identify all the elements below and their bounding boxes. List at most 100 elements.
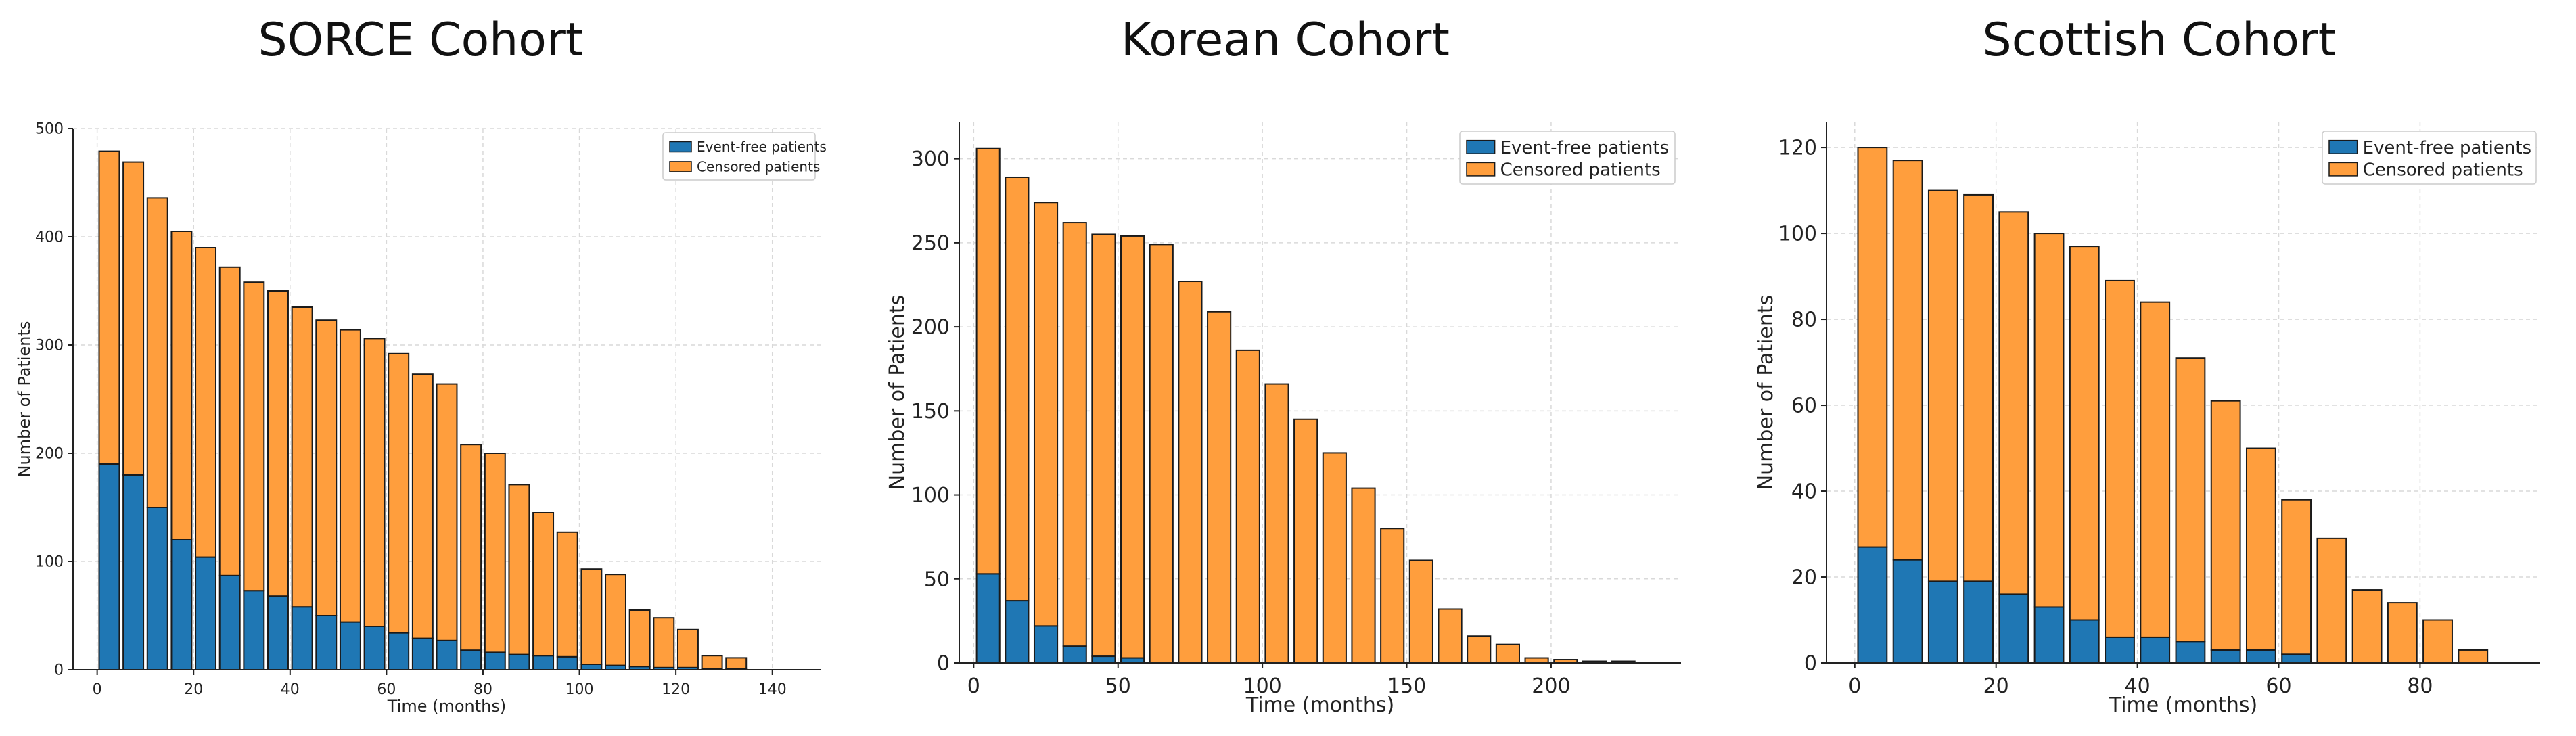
x-tick-label: 20: [1983, 674, 2009, 698]
bar-event-free: [2175, 641, 2206, 664]
bar-censored: [195, 247, 217, 558]
y-tick-label: 150: [911, 400, 950, 423]
y-tick-label: 200: [35, 446, 64, 463]
bar-censored: [628, 610, 651, 668]
x-tick-label: 200: [1532, 674, 1570, 698]
bar-event-free: [2069, 619, 2100, 664]
bar-censored: [2281, 499, 2312, 656]
bar-event-free: [1091, 656, 1116, 664]
bar-censored: [676, 628, 699, 668]
x-tick-label: 150: [1387, 674, 1426, 698]
bar-event-free: [243, 590, 265, 671]
bar-censored: [363, 338, 386, 627]
bar-censored: [1322, 452, 1347, 664]
legend-swatch-censored: [1466, 162, 1496, 177]
bar-event-free: [146, 507, 168, 670]
y-tick-label: 300: [35, 338, 64, 354]
bar-censored: [1149, 244, 1174, 664]
y-tick-label: 100: [1778, 223, 1817, 246]
x-tick-label: 0: [967, 674, 980, 698]
bar-censored: [1467, 635, 1492, 664]
bar-censored: [2175, 357, 2206, 643]
bar-censored: [1235, 349, 1260, 664]
bar-censored: [436, 383, 458, 641]
legend-label-censored: Censored patients: [2363, 160, 2523, 181]
x-tick-label: 20: [184, 681, 203, 698]
bar-censored: [1408, 559, 1433, 664]
x-tick-label: 120: [662, 681, 690, 698]
chart-panel-1: SORCE Cohort 0 20 40 60 80 100 120 140 0 100 200 300…: [15, 14, 827, 716]
y-tick-label: 400: [35, 229, 64, 246]
bar-censored: [580, 568, 603, 666]
bar-censored: [122, 161, 145, 476]
bar-event-free: [532, 655, 555, 671]
x-tick-label: 0: [93, 681, 102, 698]
bar-censored: [605, 574, 626, 666]
legend-label-event-free: Event-free patients: [697, 139, 827, 155]
bar-censored: [508, 484, 530, 656]
bar-censored: [2422, 619, 2453, 664]
legend-swatch-event-free: [669, 141, 692, 153]
bar-censored: [1963, 193, 1994, 582]
bar-censored: [2387, 602, 2418, 664]
bar-event-free: [1062, 645, 1087, 664]
bar-censored: [1264, 383, 1289, 664]
bar-event-free: [1998, 593, 2029, 664]
bar-censored: [556, 531, 578, 658]
bar-censored: [1062, 222, 1087, 647]
y-tick-label: 20: [1791, 566, 1817, 590]
y-tick-label: 100: [911, 484, 950, 507]
legend-box: [1459, 131, 1676, 185]
bar-censored: [2033, 233, 2065, 608]
bar-censored: [1438, 608, 1463, 664]
bar-censored: [2245, 447, 2276, 651]
legend-swatch-censored: [2328, 162, 2358, 177]
x-tick-label: 50: [1105, 674, 1131, 698]
bar-censored: [1495, 643, 1520, 664]
y-tick-label: 300: [911, 147, 950, 171]
bar-event-free: [1927, 580, 1958, 664]
x-tick-label: 100: [1243, 674, 1282, 698]
x-tick-label: 80: [2407, 674, 2433, 698]
bar-censored: [339, 329, 361, 623]
bar-event-free: [2281, 653, 2312, 664]
bar-censored: [218, 266, 241, 576]
x-tick-label: 100: [566, 681, 594, 698]
bar-censored: [291, 306, 313, 608]
bar-censored: [1380, 528, 1405, 664]
legend-swatch-censored: [669, 161, 692, 172]
bar-event-free: [1033, 625, 1059, 664]
bar-event-free: [2210, 649, 2241, 664]
bar-censored: [1857, 147, 1888, 548]
bar-censored: [725, 657, 748, 670]
bar-censored: [267, 290, 289, 597]
x-tick-label: 40: [281, 681, 300, 698]
bar-event-free: [1857, 546, 1888, 664]
bar-event-free: [411, 637, 434, 670]
y-tick-label: 50: [924, 568, 950, 591]
bar-censored: [1524, 657, 1549, 664]
bar-censored: [146, 197, 168, 508]
y-axis-label: Number of Patients: [15, 321, 34, 478]
bar-censored: [1927, 189, 1958, 582]
y-tick-label: 60: [1791, 394, 1817, 418]
bar-censored: [1178, 281, 1203, 664]
bar-censored: [170, 231, 193, 540]
bar-censored: [98, 150, 120, 465]
bar-censored: [532, 512, 555, 657]
x-axis-label: Time (months): [2109, 693, 2257, 717]
legend-box: [662, 132, 816, 181]
legend-label-censored: Censored patients: [697, 159, 820, 175]
bar-censored: [2104, 279, 2135, 638]
bar-event-free: [2033, 606, 2065, 664]
bar-event-free: [1120, 657, 1145, 664]
x-tick-label: 80: [474, 681, 492, 698]
bar-event-free: [2245, 649, 2276, 664]
y-axis-label: Number of Patients: [1754, 295, 1778, 490]
bar-censored: [1091, 233, 1116, 658]
bar-event-free: [363, 626, 386, 670]
chart-panel-3: Scottish Cohort 0 20 40 60 80 0 20 40 60 80 100 120 T…: [1754, 14, 2540, 717]
bar-event-free: [291, 606, 313, 671]
bar-censored: [243, 281, 265, 592]
